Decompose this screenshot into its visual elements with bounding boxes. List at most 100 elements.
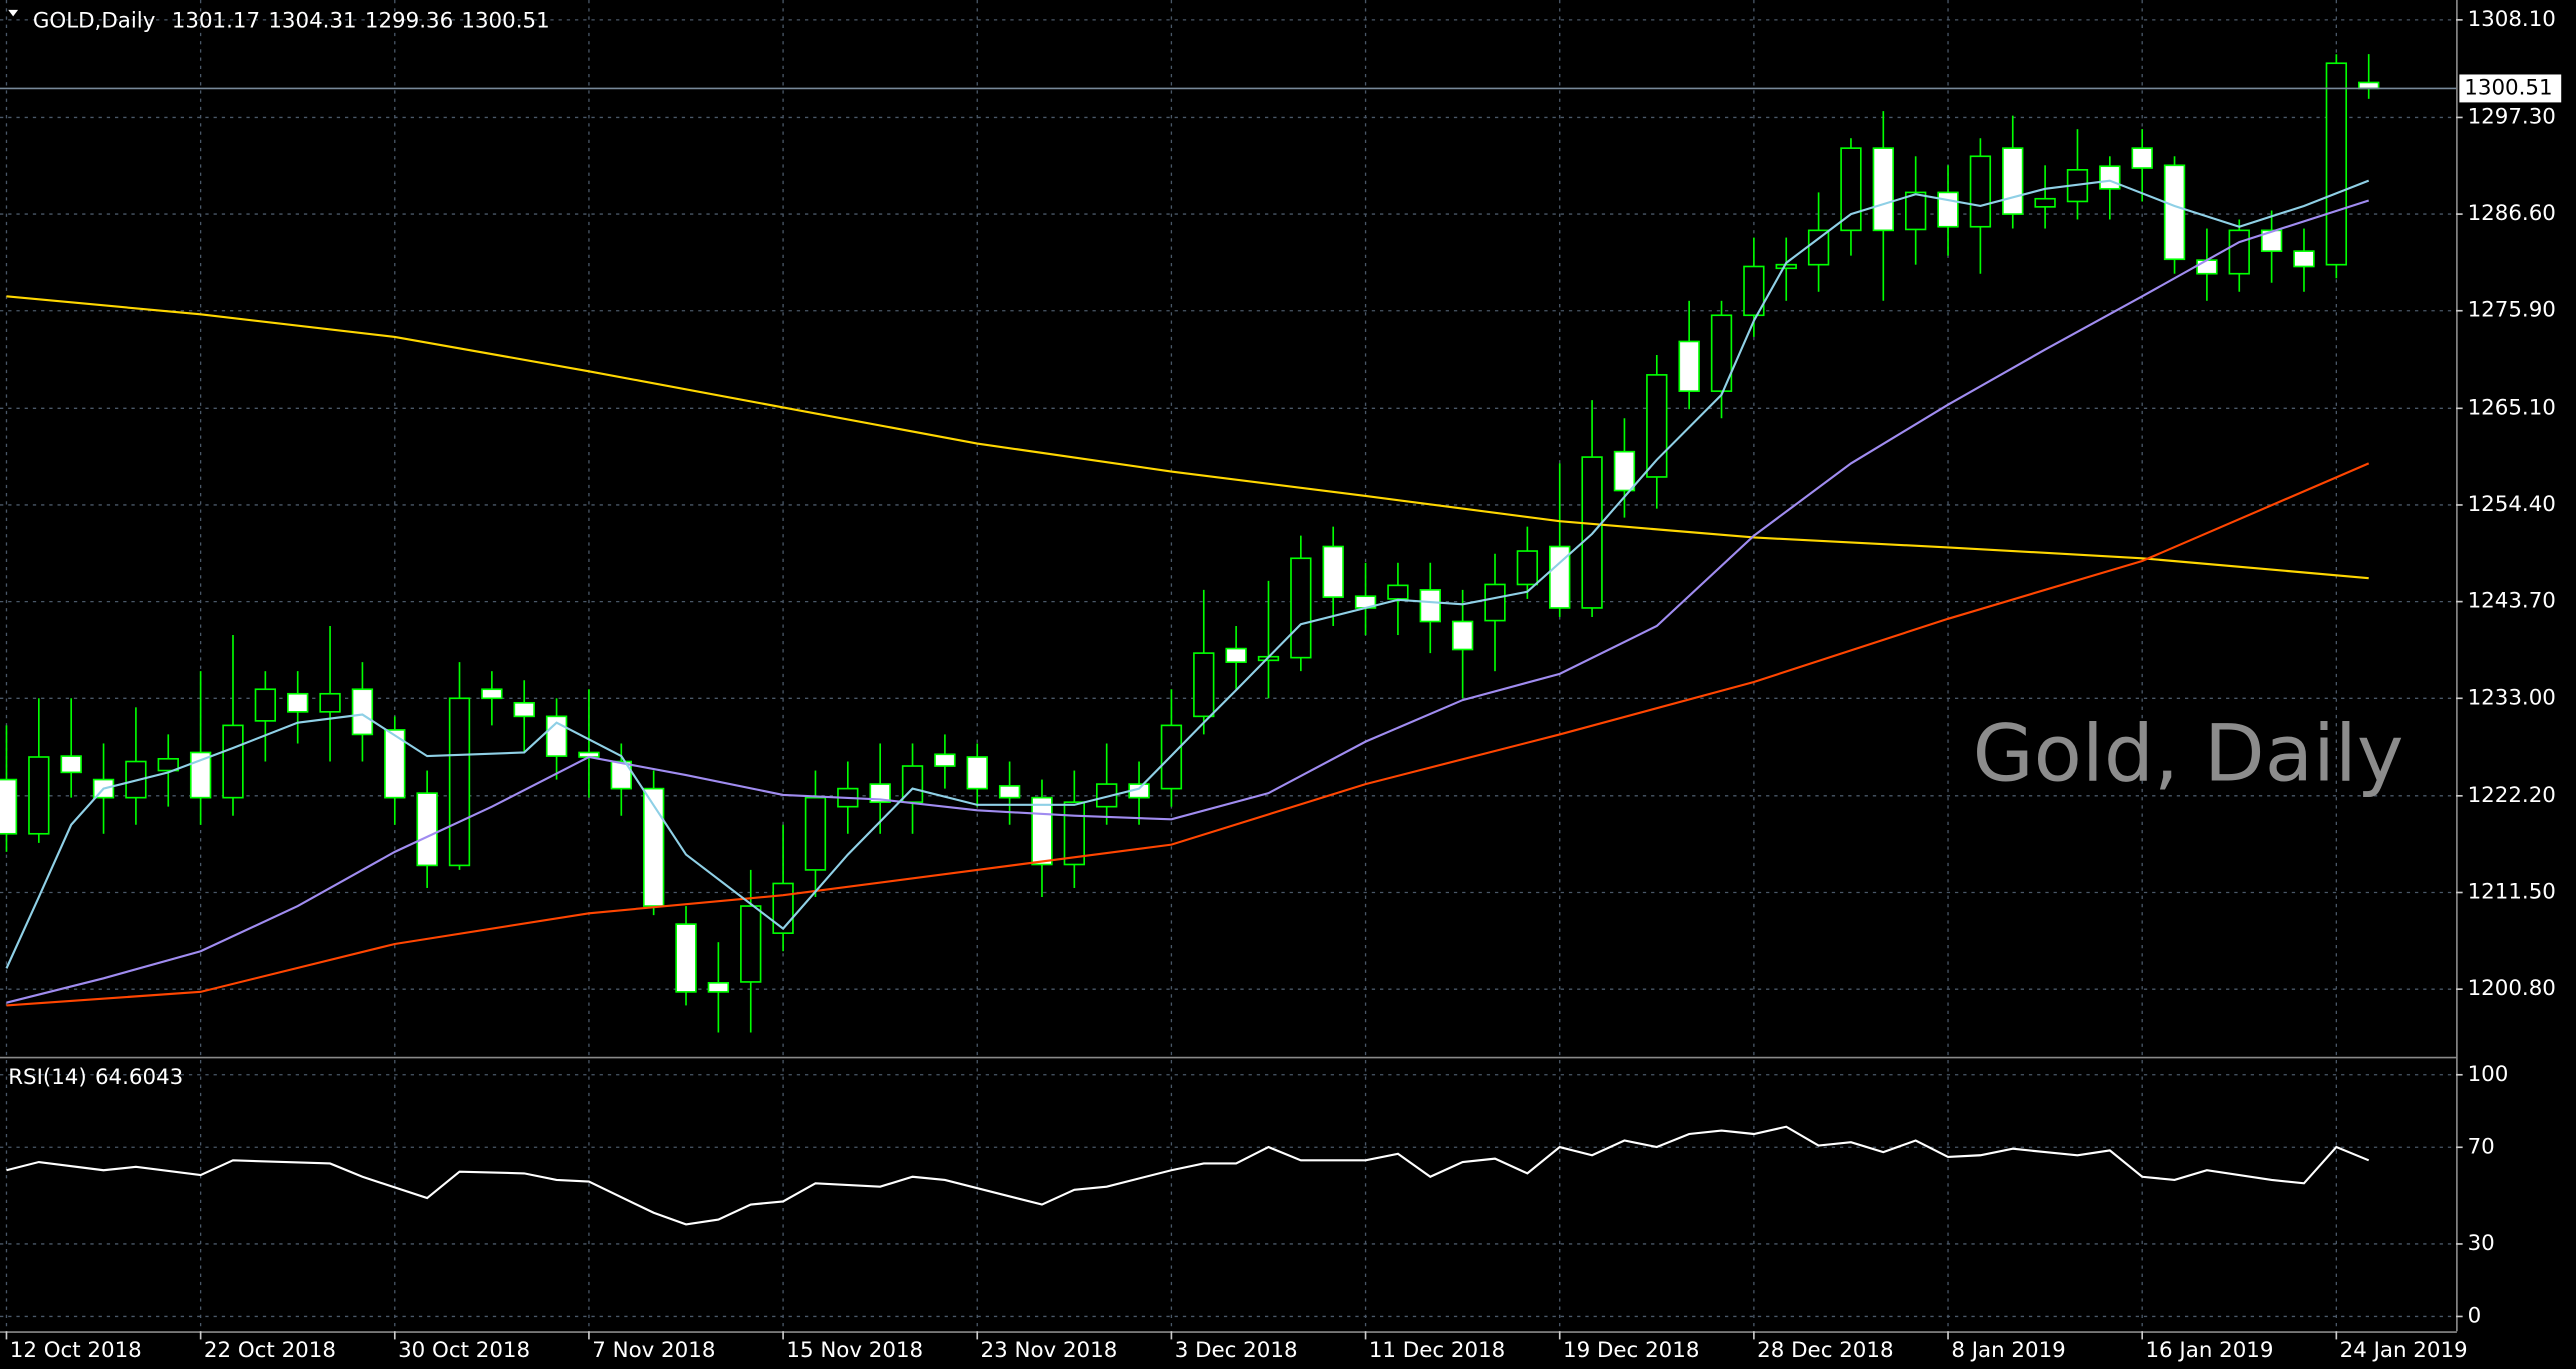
y-tick-label: 1243.70 (2468, 589, 2556, 614)
candle-body (287, 692, 309, 713)
symbol: GOLD,Daily (33, 8, 156, 33)
x-tick-label: 7 Nov 2018 (592, 1338, 715, 1363)
candle-body (610, 760, 632, 790)
y-tick-label: 100 (2468, 1062, 2509, 1087)
candle-body (2325, 62, 2348, 266)
candle-body (1419, 589, 1441, 623)
y-tick-label: 1286.60 (2468, 201, 2556, 226)
candle-body (1872, 147, 1894, 232)
candle-body (772, 882, 794, 934)
header-high: 1304.31 (268, 8, 356, 33)
candle-body (2163, 164, 2186, 261)
candle-body (481, 688, 503, 700)
candle-body (513, 701, 535, 718)
indicator-line (5, 179, 2370, 969)
candle-body (1290, 557, 1312, 659)
candle-body (1840, 147, 1862, 232)
candle-body (1387, 584, 1409, 600)
indicator-line (6, 199, 2370, 1004)
candle-body (2131, 147, 2153, 169)
y-tick-label: 1222.20 (2468, 783, 2556, 808)
price-label-box (2459, 74, 2562, 103)
candle-body (1484, 583, 1506, 622)
candle-body (934, 753, 956, 767)
candle-body (1743, 265, 1765, 317)
candle-body (351, 688, 374, 736)
candle-body (189, 751, 212, 799)
watermark: Gold, Daily (1973, 708, 2404, 800)
chart-header: GOLD,Daily 1301.17 1304.31 1299.36 1300.51 (33, 8, 550, 33)
candle-body (2099, 165, 2121, 190)
x-tick-label: 23 Nov 2018 (981, 1338, 1118, 1363)
candle-body (60, 755, 82, 774)
y-tick-label: 30 (2468, 1231, 2495, 1256)
x-tick-label: 15 Nov 2018 (786, 1338, 923, 1363)
y-tick-label: 1254.40 (2468, 492, 2556, 517)
candle-body (384, 729, 406, 799)
candle-body (416, 792, 438, 867)
candle-body (1549, 545, 1571, 609)
candle-body (642, 787, 665, 907)
x-tick-label: 22 Oct 2018 (204, 1338, 336, 1363)
current-price-label: 1300.51 (2464, 75, 2552, 100)
candle-body (319, 692, 341, 713)
y-tick-label: 1200.80 (2468, 976, 2556, 1001)
candle-body (1063, 801, 1086, 866)
candle-body (1904, 191, 1927, 231)
rsi-header: RSI(14) 64.6043 (8, 1065, 183, 1090)
candle-body (2358, 81, 2380, 90)
rsi-title: RSI(14) (8, 1065, 87, 1090)
indicator-line (6, 462, 2370, 1007)
x-tick-label: 24 Jan 2019 (2340, 1338, 2468, 1363)
candle-body (1451, 620, 1474, 651)
candle-body (1225, 647, 1247, 663)
header-close: 1300.51 (461, 8, 549, 33)
x-tick-label: 30 Oct 2018 (398, 1338, 530, 1363)
x-tick-label: 11 Dec 2018 (1369, 1338, 1505, 1363)
candle-body (2260, 229, 2283, 252)
x-tick-label: 8 Jan 2019 (1951, 1338, 2065, 1363)
candle-body (2228, 229, 2250, 275)
y-tick-label: 70 (2468, 1134, 2495, 1159)
y-tick-label: 1211.50 (2468, 879, 2556, 904)
y-tick-label: 1308.10 (2468, 7, 2556, 32)
y-tick-label: 1275.90 (2468, 298, 2556, 323)
y-tick-label: 1265.10 (2468, 395, 2556, 420)
y-tick-label: 0 (2468, 1303, 2482, 1328)
x-tick-label: 12 Oct 2018 (10, 1338, 142, 1363)
candle-body (1937, 191, 1959, 228)
candle-body (157, 757, 179, 772)
candle-body (222, 724, 244, 799)
candle-body (2034, 197, 2056, 208)
candle-body (1807, 229, 1830, 266)
candle-body (675, 923, 697, 993)
y-tick-label: 1233.00 (2468, 685, 2556, 710)
candle-body (1193, 652, 1215, 718)
x-tick-label: 28 Dec 2018 (1757, 1338, 1893, 1363)
x-tick-label: 19 Dec 2018 (1563, 1338, 1699, 1363)
candle-body (2196, 259, 2218, 275)
candle-body (2293, 250, 2315, 268)
candle-body (1710, 314, 1733, 392)
candle-body (1775, 263, 1797, 270)
candle-body (1969, 155, 1992, 228)
candle-body (1322, 545, 1344, 598)
menu-triangle[interactable] (8, 9, 19, 17)
candle-body (998, 785, 1021, 799)
x-tick-label: 16 Jan 2019 (2145, 1338, 2273, 1363)
candle-body (254, 688, 277, 722)
x-tick-label: 3 Dec 2018 (1175, 1338, 1298, 1363)
y-tick-label: 1297.30 (2468, 104, 2556, 129)
rsi-last: 64.6043 (95, 1065, 183, 1090)
candle-body (740, 905, 762, 983)
candle-body (1613, 450, 1636, 492)
candle-body (448, 697, 471, 867)
candle-body (966, 756, 988, 790)
candle-body (1031, 796, 1053, 866)
candle-body (0, 778, 18, 835)
candle-body (869, 783, 891, 803)
candle-body (707, 982, 730, 993)
candle-body (2002, 147, 2024, 215)
